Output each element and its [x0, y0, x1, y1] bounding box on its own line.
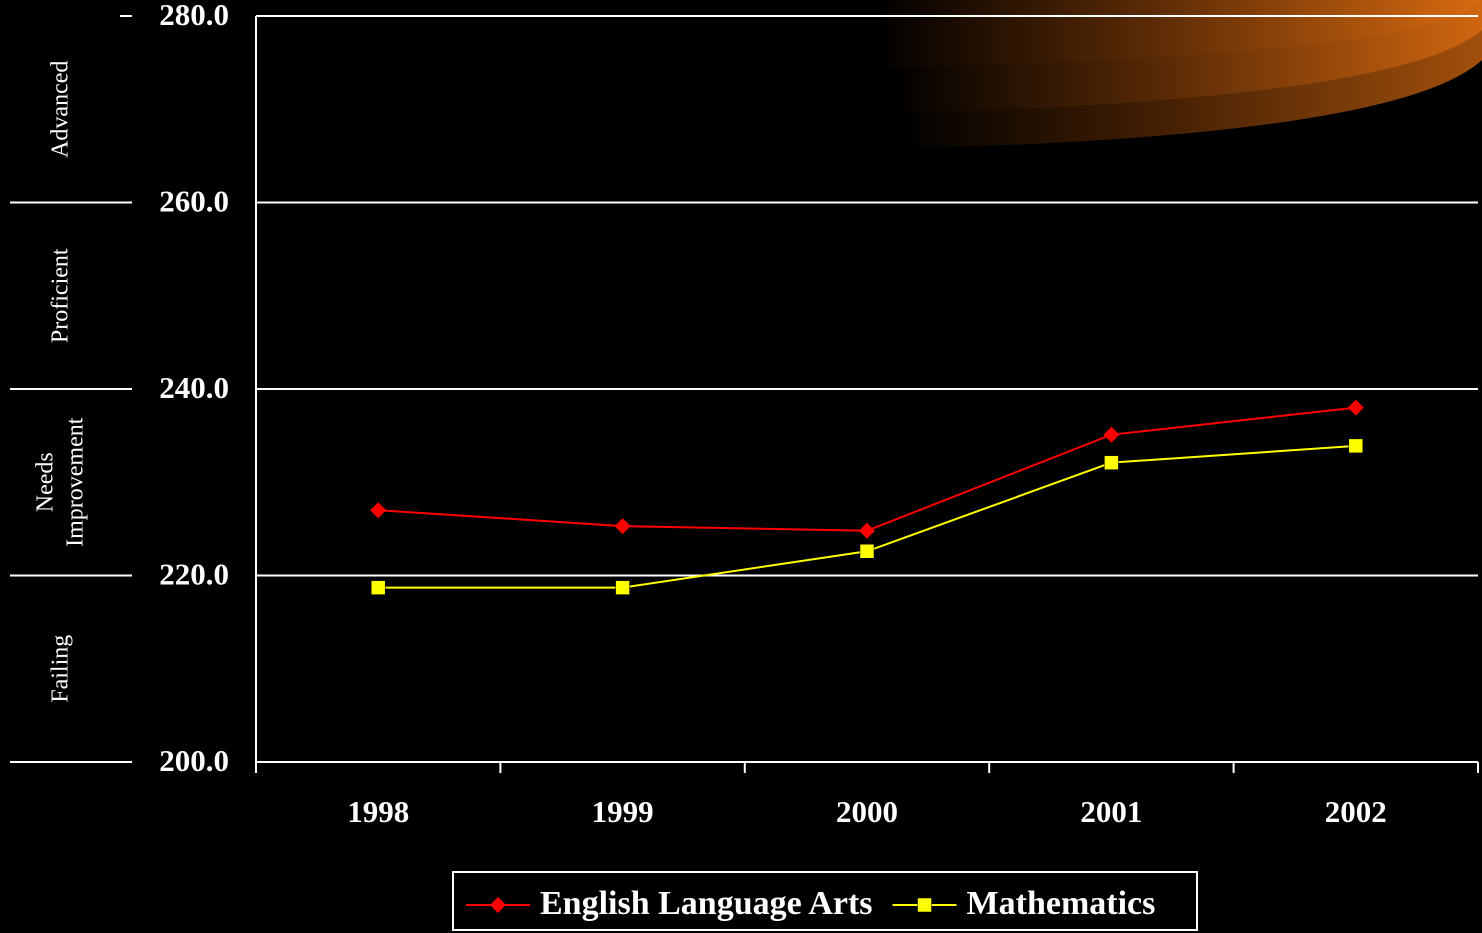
- series-line: [378, 406, 1356, 532]
- y-tick-label: 280.0: [159, 0, 229, 32]
- band-label: Proficient: [48, 248, 74, 343]
- marker: [1103, 426, 1120, 443]
- marker: [1347, 399, 1364, 416]
- legend-box: [452, 871, 1198, 931]
- marker: [614, 518, 631, 535]
- band-label: Needs: [33, 452, 59, 512]
- y-tick-label: 220.0: [159, 557, 229, 592]
- marker: [859, 522, 875, 539]
- marker: [615, 580, 630, 595]
- x-tick-label: 2002: [1325, 794, 1387, 829]
- series-line: [378, 444, 1356, 589]
- band-label: Advanced: [48, 61, 74, 158]
- band-label: Failing: [48, 635, 74, 703]
- decoration: [875, 0, 1482, 148]
- band-label: Improvement: [63, 417, 89, 547]
- x-tick-label: 1999: [592, 794, 654, 829]
- marker: [370, 580, 386, 595]
- marker: [370, 502, 387, 519]
- marker: [1104, 455, 1119, 470]
- y-tick-label: 240.0: [159, 370, 229, 405]
- legend: English Language Arts Mathematics: [452, 871, 1198, 931]
- x-tick-label: 2001: [1080, 794, 1142, 829]
- x-tick-label: 2000: [836, 794, 898, 829]
- legend-label: Mathematics: [967, 885, 1156, 922]
- legend-label: English Language Arts: [540, 885, 873, 922]
- marker: [859, 544, 875, 559]
- y-tick-label: 260.0: [159, 184, 229, 219]
- marker: [490, 897, 506, 913]
- y-tick-label: 200.0: [159, 743, 229, 778]
- x-tick-label: 1998: [347, 794, 409, 829]
- marker: [1348, 438, 1364, 454]
- marker: [917, 897, 932, 913]
